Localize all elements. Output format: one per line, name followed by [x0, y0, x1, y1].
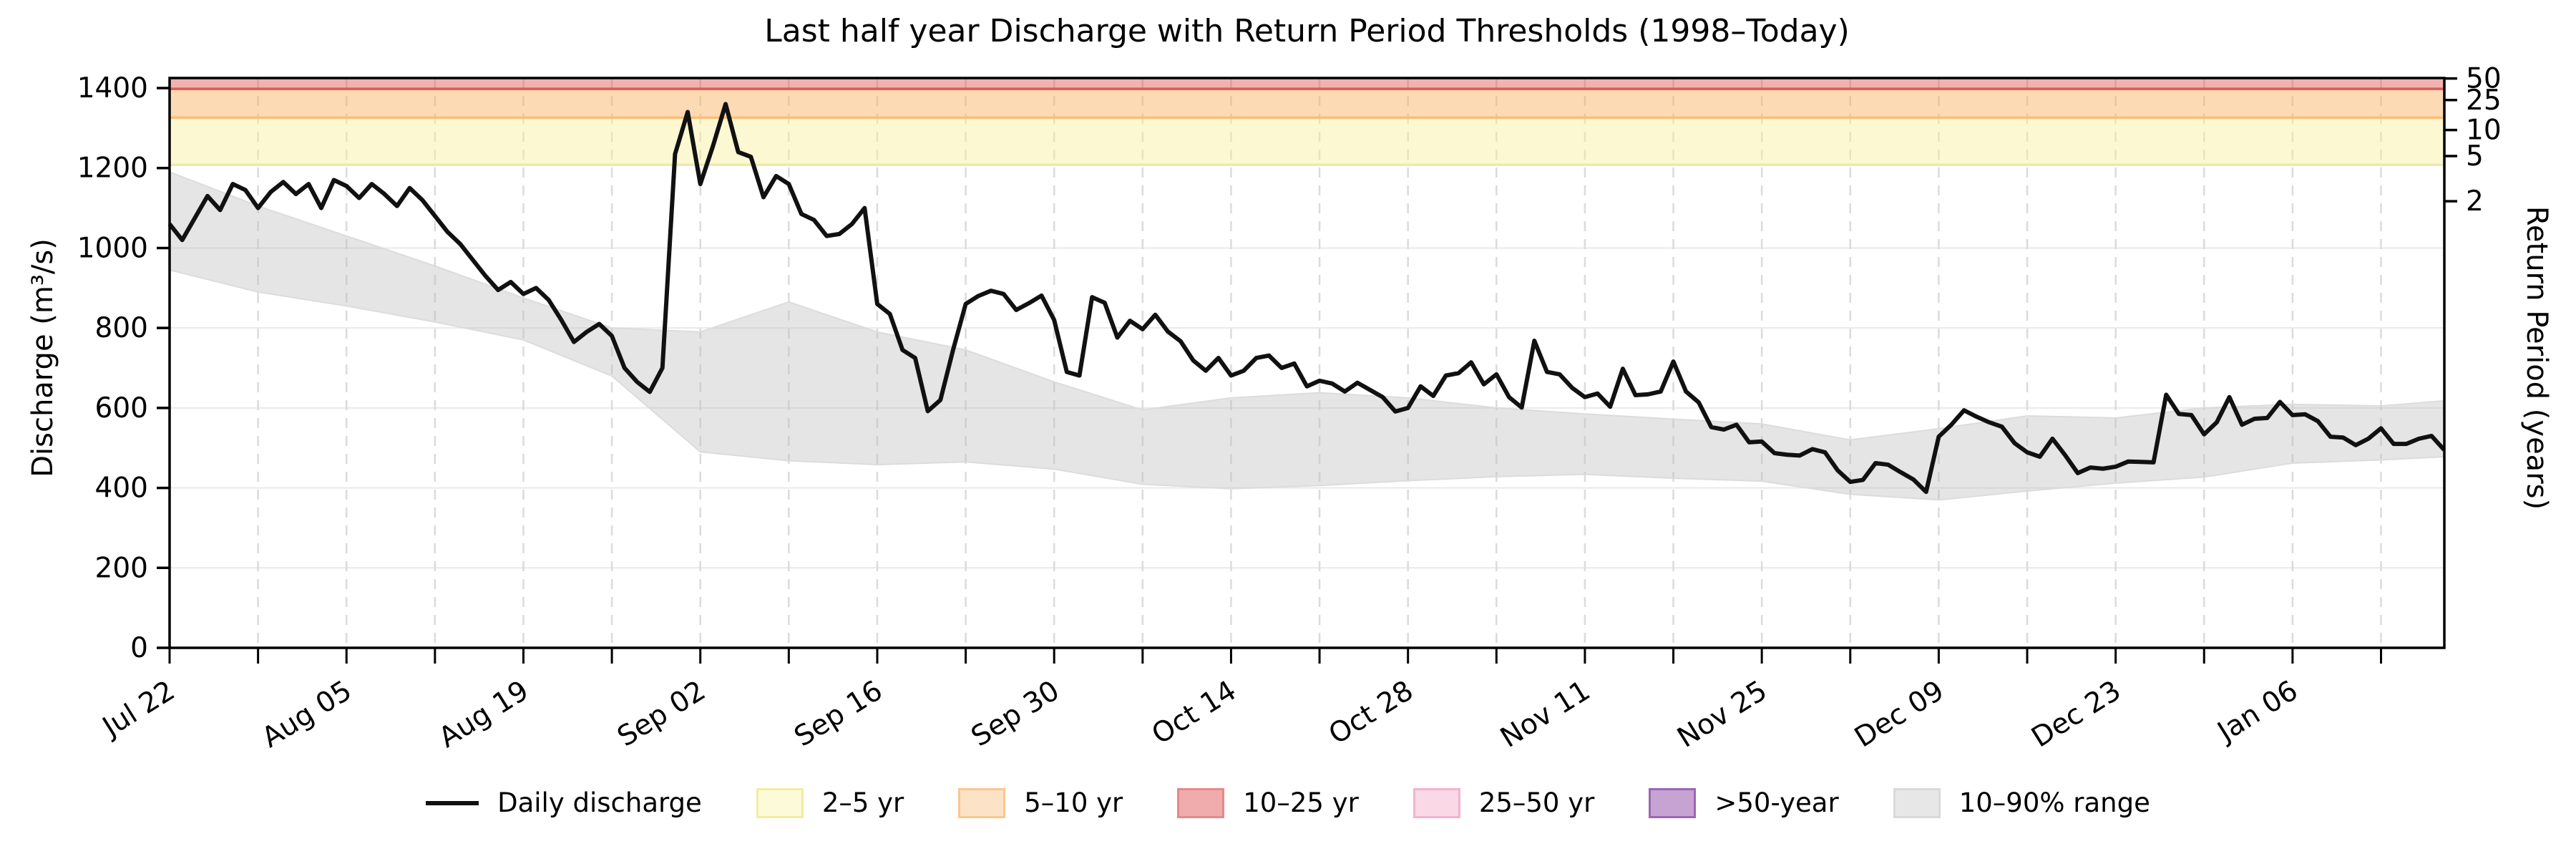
plot-border: [168, 77, 2446, 649]
x-tick-label: Oct 14: [1146, 674, 1242, 751]
legend-label: 2–5 yr: [821, 787, 904, 818]
threshold-band: [170, 78, 2444, 89]
threshold-band: [170, 117, 2444, 165]
legend-patch-swatch: [756, 787, 804, 818]
y-tick-label: 1000: [77, 232, 148, 264]
x-tick-label: Dec 09: [1849, 674, 1949, 754]
daily-discharge-line: [167, 102, 2446, 495]
legend-line-swatch: [426, 800, 479, 805]
x-tick-label: Nov 11: [1495, 674, 1596, 754]
y2-tick-label: 10: [2466, 115, 2502, 147]
legend-item: 5–10 yr: [958, 787, 1123, 818]
legend-label: 10–25 yr: [1243, 787, 1359, 818]
x-tick-label: Dec 23: [2026, 674, 2126, 754]
y-tick-label: 1400: [77, 72, 148, 105]
legend-item: 10–90% range: [1893, 787, 2150, 818]
legend-item: >50-year: [1649, 787, 1839, 818]
x-tick-label: Nov 25: [1672, 674, 1772, 754]
legend-label: 25–50 yr: [1478, 787, 1595, 818]
x-tick-label: Sep 02: [612, 674, 711, 753]
legend-patch-swatch: [1177, 787, 1225, 818]
y2-tick-label: 5: [2466, 140, 2484, 173]
chart-title: Last half year Discharge with Return Per…: [764, 13, 1850, 49]
legend-label: 10–90% range: [1958, 787, 2150, 818]
legend-item: Daily discharge: [426, 787, 702, 818]
x-tick-label: Jan 06: [2210, 674, 2303, 749]
y2-tick-label: 2: [2466, 185, 2484, 218]
y2-tick-label: 25: [2466, 84, 2502, 117]
legend-patch-swatch: [1893, 787, 1941, 818]
y-tick-label: 600: [95, 392, 148, 424]
threshold-band: [170, 89, 2444, 118]
legend-label: 5–10 yr: [1024, 787, 1123, 818]
y-tick-label: 200: [95, 552, 148, 584]
x-tick-label: Sep 30: [966, 674, 1065, 753]
y-tick-label: 800: [95, 312, 148, 344]
y-tick-label: 0: [130, 632, 148, 664]
legend-label: >50-year: [1714, 787, 1839, 818]
x-tick-label: Oct 28: [1323, 674, 1419, 751]
legend-patch-swatch: [958, 787, 1006, 818]
legend-patch-swatch: [1649, 787, 1697, 818]
legend-item: 25–50 yr: [1413, 787, 1595, 818]
percentile-band: [169, 170, 2445, 501]
x-tick-label: Aug 19: [434, 674, 535, 754]
legend: Daily discharge 2–5 yr 5–10 yr 10–25 yr 25–5…: [0, 787, 2576, 818]
y-tick-label: 1200: [77, 152, 148, 185]
y2-tick-label: 50: [2466, 63, 2502, 95]
y-tick-label: 400: [95, 472, 148, 505]
legend-item: 10–25 yr: [1177, 787, 1359, 818]
x-tick-label: Aug 05: [257, 674, 358, 754]
x-tick-label: Sep 16: [789, 674, 888, 753]
legend-item: 2–5 yr: [756, 787, 904, 818]
legend-patch-swatch: [1413, 787, 1460, 818]
x-tick-label: Jul 22: [95, 674, 180, 744]
legend-label: Daily discharge: [497, 787, 702, 818]
